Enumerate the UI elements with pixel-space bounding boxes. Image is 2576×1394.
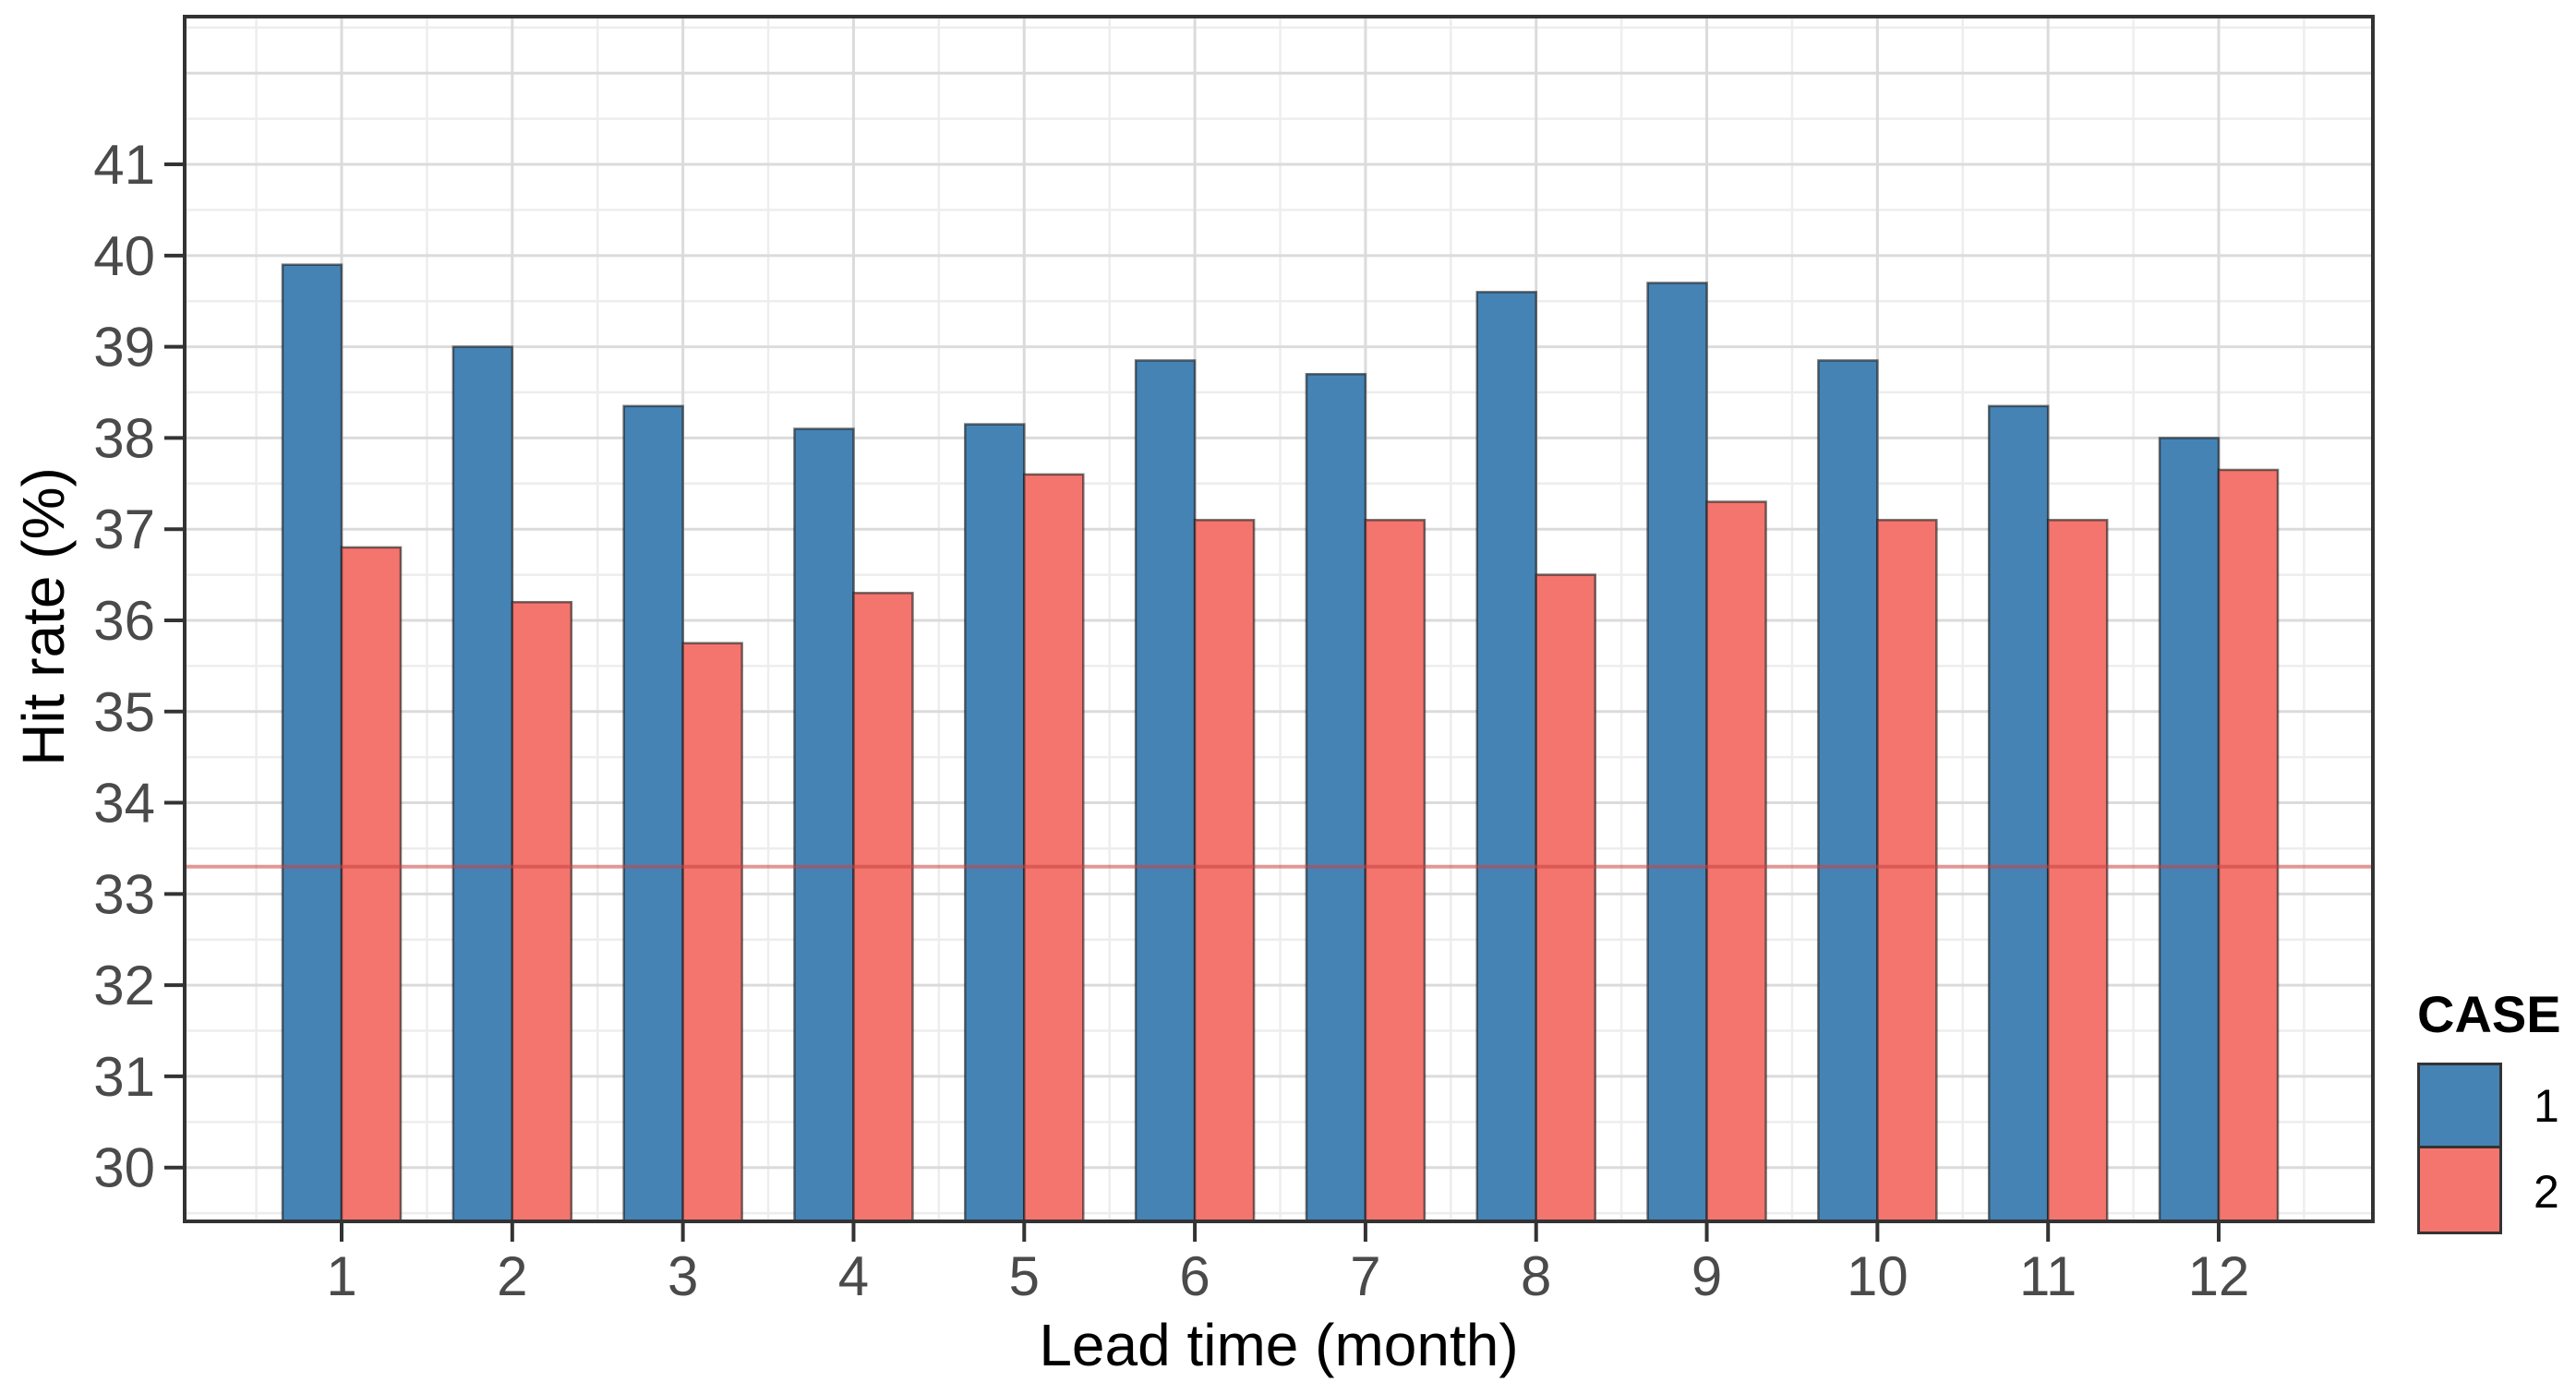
bar-case2-month-3: [681, 642, 743, 1223]
x-tick-label: 5: [1009, 1245, 1040, 1307]
legend: CASE 1 2: [2417, 984, 2561, 1234]
y-axis-title: Hit rate (%): [10, 467, 77, 766]
y-tick-label: 30: [93, 1137, 155, 1199]
y-tick-label: 34: [93, 773, 155, 835]
x-tick-label: 6: [1179, 1245, 1210, 1307]
bar-case1-month-8: [1475, 291, 1537, 1223]
y-tick-label: 36: [93, 590, 155, 652]
x-tick-label: 9: [1691, 1245, 1722, 1307]
bar-case1-month-1: [281, 263, 343, 1223]
bar-case2-month-11: [2046, 519, 2109, 1223]
legend-item-case-1: 1: [2417, 1063, 2561, 1148]
bar-case1-month-10: [1817, 359, 1879, 1223]
y-tick-label: 35: [93, 681, 155, 743]
bar-case2-month-4: [852, 592, 914, 1223]
x-tick-label: 8: [1521, 1245, 1551, 1307]
bar-case2-month-7: [1364, 519, 1426, 1223]
y-tick-label: 31: [93, 1046, 155, 1108]
legend-label-case-2: 2: [2534, 1165, 2559, 1218]
legend-swatch-case-1-icon: [2417, 1063, 2502, 1148]
bar-case1-month-2: [451, 345, 514, 1223]
y-tick-label: 40: [93, 225, 155, 287]
bar-case1-month-6: [1134, 359, 1197, 1223]
x-tick-label: 7: [1350, 1245, 1380, 1307]
y-tick-label: 38: [93, 407, 155, 469]
x-tick-label: 2: [497, 1245, 527, 1307]
y-tick-label: 41: [93, 134, 155, 196]
bar-case1-month-11: [1987, 404, 2050, 1223]
legend-item-case-2: 2: [2417, 1148, 2561, 1234]
x-axis-title: Lead time (month): [1039, 1312, 1519, 1378]
bar-case2-month-5: [1023, 473, 1085, 1223]
x-tick-label: 12: [2188, 1245, 2250, 1307]
bar-case2-month-10: [1876, 519, 1938, 1223]
bar-case1-month-5: [964, 423, 1026, 1223]
bar-case1-month-4: [793, 427, 855, 1223]
x-tick-label: 11: [2019, 1245, 2076, 1307]
bar-case2-month-8: [1535, 573, 1596, 1223]
y-tick-label: 37: [93, 499, 155, 560]
legend-title: CASE: [2417, 985, 2561, 1043]
x-tick-label: 4: [838, 1245, 869, 1307]
x-tick-label: 3: [668, 1245, 698, 1307]
bar-case2-month-12: [2217, 468, 2280, 1223]
x-tick-label: 10: [1847, 1245, 1908, 1307]
bar-case1-month-7: [1305, 373, 1367, 1223]
x-tick-label: 1: [326, 1245, 356, 1307]
bar-case1-month-9: [1646, 282, 1708, 1223]
legend-swatch-case-2-icon: [2417, 1148, 2502, 1234]
y-tick-label: 33: [93, 863, 155, 925]
bar-case2-month-9: [1705, 500, 1767, 1223]
legend-label-case-1: 1: [2534, 1079, 2559, 1132]
bar-case1-month-3: [622, 404, 684, 1223]
bar-case2-month-6: [1193, 519, 1256, 1223]
y-tick-label: 39: [93, 317, 155, 379]
y-tick-label: 32: [93, 955, 155, 1016]
bar-case2-month-1: [340, 546, 403, 1223]
bar-case2-month-2: [511, 600, 573, 1223]
bar-case1-month-12: [2158, 437, 2221, 1223]
